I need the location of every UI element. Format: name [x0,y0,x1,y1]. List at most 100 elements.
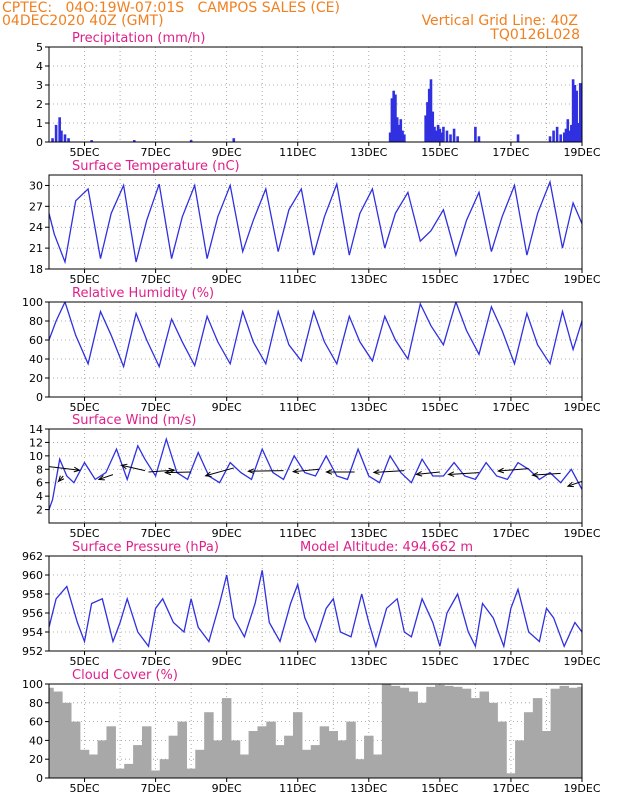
wind-vector-shaft [373,470,405,473]
precip-bar [436,124,440,142]
rh-frame [48,301,583,398]
cloud-bar [364,735,374,778]
precip-bar [132,140,136,142]
precip-bar [570,124,573,142]
cloud-x-tick-label: 19DEC [563,782,600,795]
precip-y-tick-label: 5 [36,41,43,54]
wind-vector-arrow [496,467,529,474]
precip-bar [568,130,571,142]
cloud-bar [444,685,454,778]
cloud-bar [417,702,427,778]
precip-x-tick-label: 19DEC [563,146,600,159]
precip-bar [433,126,436,142]
cloud-bar [435,684,445,778]
cloud-y-tick-label: 100 [22,678,43,691]
press-y-tick-label: 958 [22,588,43,601]
rh-y-tick-label: 60 [29,334,43,347]
rh-x-tick-label: 5DEC [69,401,99,414]
press-x-tick-label: 17DEC [492,655,529,668]
cloud-bar [488,702,498,778]
cloud-bar [390,685,401,778]
temp-x-tick-label: 17DEC [492,273,529,286]
press-y-tick-label: 962 [22,550,43,563]
cloud-x-tick-label: 13DEC [350,782,387,795]
cloud-bar [195,749,205,778]
wind-vector-arrow [325,469,355,475]
press-frame [48,555,583,652]
wind-vector-head [325,469,333,475]
rh-x-tick-label: 15DEC [421,401,458,414]
cloud-x-tick-label: 15DEC [421,782,458,795]
wind-vector-head [566,481,574,488]
precip-bar [564,128,568,142]
cloud-bar [221,698,232,778]
temp-y-tick-label: 30 [29,179,43,192]
wind-vector-shaft [49,466,80,471]
press-y-tick-label: 954 [22,626,43,639]
cloud-frame [48,683,583,779]
precip-x-tick-label: 17DEC [492,146,529,159]
precip-y-tick-label: 1 [36,117,43,130]
wind-vector-shaft [293,468,320,473]
precip-bar [516,134,520,142]
temp-y-tick-label: 27 [29,200,43,213]
rh-y-tick-label: 100 [22,296,43,309]
precip-bar [552,130,555,142]
press-title: Surface Pressure (hPa) [72,540,219,555]
cloud-bar [381,684,392,778]
precip-y-tick-label: 4 [36,60,43,73]
cloud-bar [106,726,116,778]
wind-vector-shaft [416,471,440,475]
precip-bar [435,130,438,142]
cloud-bar [408,691,418,778]
wind-vector-shaft [532,472,561,476]
wind-vector-arrow [164,469,192,476]
wind-y-tick-label: 2 [36,504,43,517]
wind-y-tick-label: 14 [29,423,43,436]
temp-x-tick-label: 5DEC [69,273,99,286]
cloud-bar [124,763,134,778]
temp-x-tick-label: 11DEC [279,273,316,286]
cloud-bar [319,726,330,778]
wind-vector-arrow [97,474,114,481]
precip-bar [571,79,575,142]
wind-y-tick-label: 8 [36,463,43,476]
wind-x-tick-label: 7DEC [141,527,171,540]
cloud-bar [141,726,152,778]
precip-bar [438,128,442,142]
precip-bar [442,126,445,142]
precip-bar [67,138,70,142]
precip-x-tick-label: 7DEC [141,146,171,159]
precip-bar [573,85,577,142]
precip-frame [48,46,583,143]
rh-y-tick-label: 0 [36,391,43,404]
rh-series-line [49,302,582,369]
cloud-y-tick-label: 60 [29,716,43,729]
temp-x-tick-label: 13DEC [350,273,387,286]
precip-bar [54,124,58,142]
cloud-bar [88,754,99,778]
press-y-tick-label: 960 [22,569,43,582]
precip-x-tick-label: 9DEC [212,146,242,159]
precip-bar [399,119,403,142]
wind-vector-head [204,471,212,478]
precip-y-tick-label: 0 [36,136,43,149]
precip-bar [580,117,582,142]
wind-vector-head [415,471,423,477]
precip-y-tick-label: 3 [36,79,43,92]
cloud-bar [284,735,294,778]
cloud-bar [532,698,543,778]
precip-bar [548,136,552,142]
wind-vector-head [97,475,105,481]
temp-frame [48,174,583,270]
cloud-bar [568,687,578,778]
wind-vector-arrow [204,467,234,478]
wind-vector-shaft [121,464,146,472]
precip-bar [392,90,395,142]
precip-bar [575,90,578,142]
cloud-bar [248,731,259,778]
rh-title: Relative Humidity (%) [72,286,214,301]
cloud-bar [506,773,516,778]
rh-x-tick-label: 11DEC [279,401,316,414]
cloud-bar [204,712,214,778]
